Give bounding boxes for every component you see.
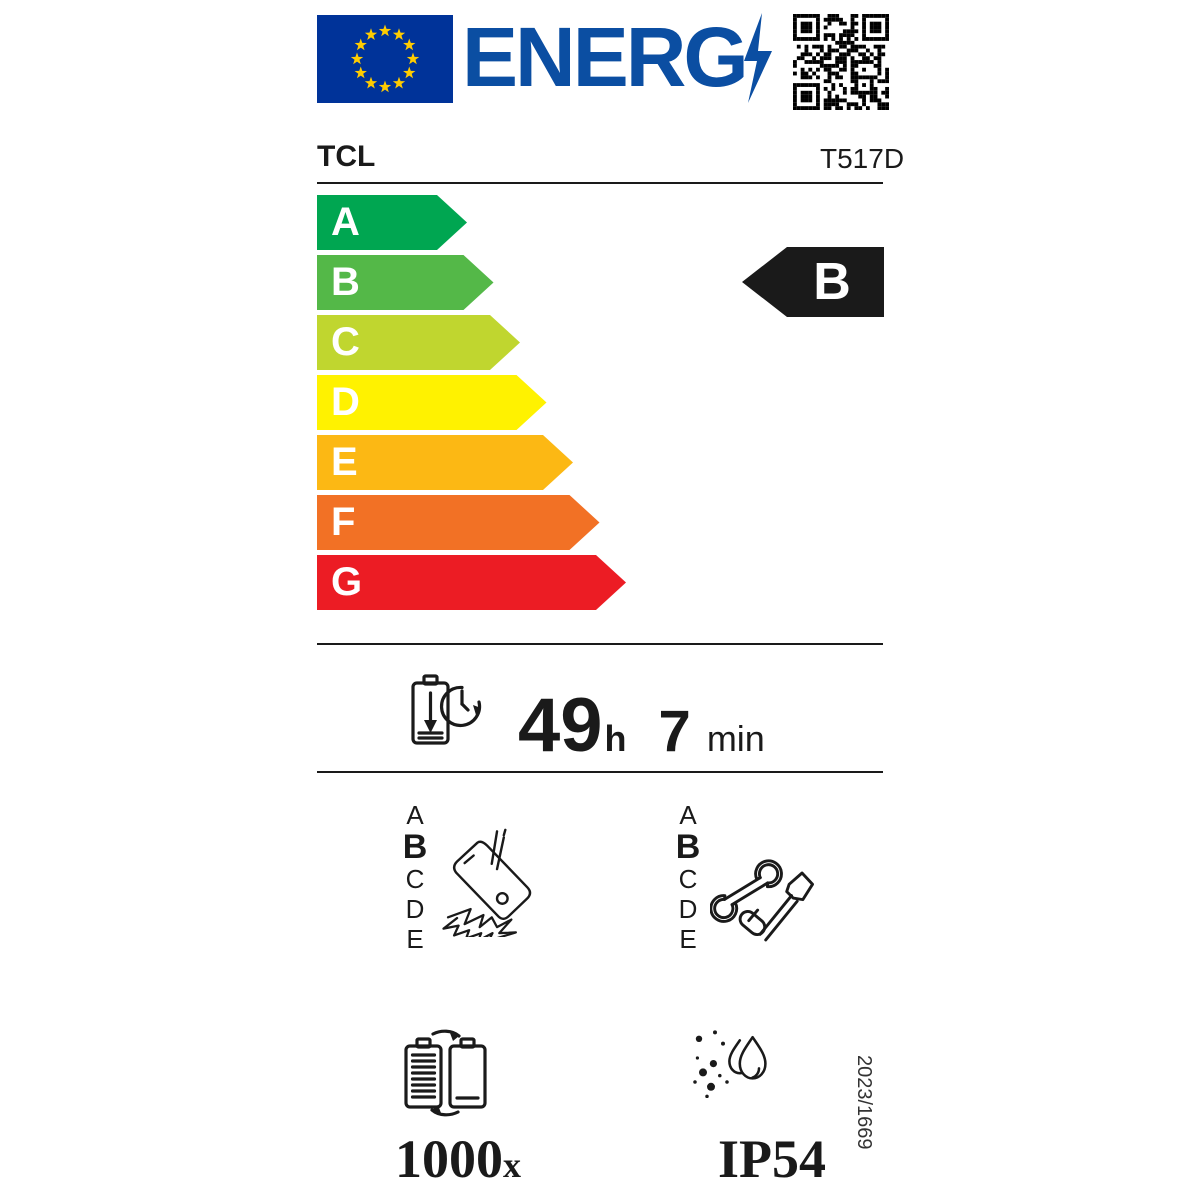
- svg-text:C: C: [331, 320, 360, 364]
- svg-text:D: D: [331, 380, 360, 424]
- svg-text:B: B: [331, 260, 360, 304]
- svg-text:G: G: [331, 560, 362, 604]
- svg-text:E: E: [331, 440, 358, 484]
- svg-text:A: A: [331, 200, 360, 244]
- svg-text:F: F: [331, 500, 355, 544]
- svg-text:B: B: [813, 253, 851, 311]
